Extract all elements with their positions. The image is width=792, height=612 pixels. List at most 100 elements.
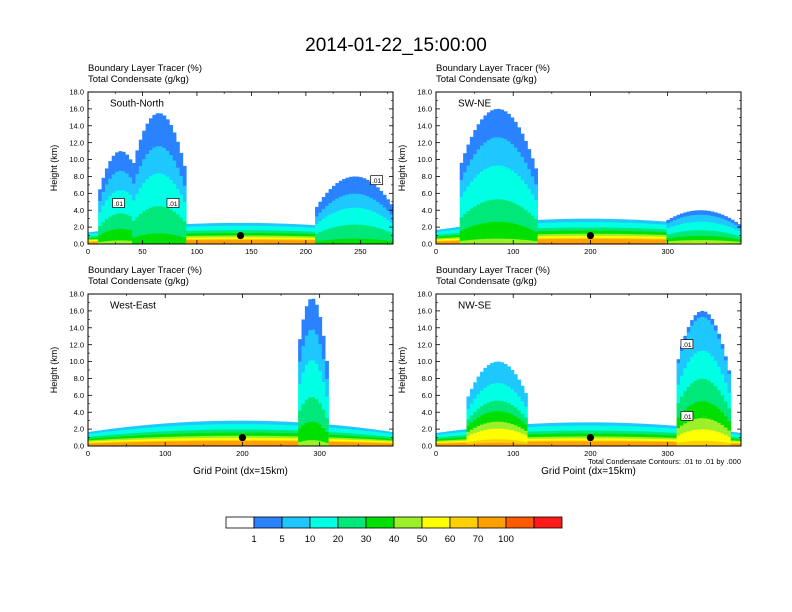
tracer-cell <box>311 240 316 242</box>
tracer-cell <box>612 236 616 239</box>
tracer-cell <box>145 138 150 144</box>
tracer-cell <box>101 219 106 223</box>
tracer-cell <box>537 235 542 238</box>
tracer-cell <box>727 229 732 232</box>
tracer-cell <box>676 228 681 230</box>
tracer-cell <box>568 232 572 234</box>
tracer-cell <box>703 228 708 231</box>
tracer-cell <box>138 200 143 206</box>
tracer-cell <box>602 241 606 244</box>
tracer-cell <box>571 234 576 236</box>
tracer-cell <box>287 238 292 240</box>
tracer-cell <box>271 225 275 227</box>
tracer-cell <box>625 236 630 239</box>
tracer-cell <box>342 241 346 244</box>
y-tick-label: 14.0 <box>417 121 432 130</box>
tracer-cell <box>486 150 491 157</box>
tracer-cell <box>149 427 153 429</box>
tracer-cell <box>338 236 343 240</box>
tracer-cell <box>125 191 129 196</box>
tracer-cell <box>551 231 555 233</box>
tracer-cell <box>125 442 129 444</box>
tracer-cell <box>713 222 718 225</box>
tracer-cell <box>301 224 306 226</box>
tracer-cell <box>298 227 302 229</box>
tracer-cell <box>737 230 741 232</box>
tracer-cell <box>247 242 251 244</box>
tracer-cell <box>91 435 96 437</box>
tracer-cell <box>530 236 535 241</box>
tracer-cell <box>335 183 340 186</box>
tracer-cell <box>507 162 511 169</box>
tracer-cell <box>189 237 194 239</box>
tracer-cell <box>155 140 160 147</box>
tracer-cell <box>446 235 450 237</box>
tracer-cell <box>459 166 464 170</box>
tracer-cell <box>223 239 228 241</box>
tracer-cell <box>118 442 123 445</box>
tracer-cell <box>517 195 522 201</box>
tracer-cell <box>121 440 126 442</box>
tracer-cell <box>497 227 501 234</box>
tracer-cell <box>281 238 285 240</box>
tracer-cell <box>210 232 214 234</box>
tracer-cell <box>277 234 282 236</box>
tracer-cell <box>510 201 515 208</box>
tracer-cell <box>332 229 336 233</box>
tracer-cell <box>588 230 593 232</box>
tracer-cell <box>152 432 157 434</box>
tracer-cell <box>652 239 657 241</box>
tracer-cell <box>142 239 146 244</box>
tracer-cell <box>250 225 255 227</box>
tracer-cell <box>138 230 143 236</box>
tracer-cell <box>615 234 620 236</box>
tracer-cell <box>318 221 323 224</box>
tracer-cell <box>274 236 279 238</box>
tracer-cell <box>602 224 606 226</box>
tracer-cell <box>348 199 353 203</box>
tracer-cell <box>237 242 241 244</box>
tracer-cell <box>118 236 123 241</box>
tracer-cell <box>710 234 715 237</box>
tracer-cell <box>152 157 157 164</box>
tracer-cell <box>355 215 360 220</box>
tracer-cell <box>513 172 518 179</box>
tracer-cell <box>104 212 109 216</box>
tracer-cell <box>449 233 454 235</box>
tracer-cell <box>581 240 586 243</box>
tracer-cell <box>379 224 384 227</box>
tracer-cell <box>524 140 528 146</box>
tracer-cell <box>108 430 113 432</box>
tracer-cell <box>673 216 677 218</box>
tracer-cell <box>530 183 535 188</box>
tracer-cell <box>132 176 136 181</box>
tracer-cell <box>449 237 454 239</box>
x-tick-label: 0 <box>86 247 90 256</box>
tracer-cell <box>98 433 102 435</box>
tracer-cell <box>101 216 106 220</box>
tracer-cell <box>315 223 319 226</box>
tracer-cell <box>308 231 312 233</box>
tracer-cell <box>210 239 214 241</box>
tracer-cell <box>571 241 576 244</box>
tracer-cell <box>571 233 576 235</box>
tracer-cell <box>169 179 174 185</box>
tracer-cell <box>98 221 102 224</box>
tracer-cell <box>359 199 363 203</box>
tracer-cell <box>128 433 133 435</box>
tracer-cell <box>659 225 664 227</box>
tracer-cell <box>541 234 545 237</box>
tracer-cell <box>578 236 583 238</box>
tracer-cell <box>264 227 268 229</box>
tracer-cell <box>247 227 251 229</box>
tracer-cell <box>730 238 735 241</box>
tracer-cell <box>530 215 535 220</box>
tracer-cell <box>159 140 163 147</box>
tracer-cell <box>342 219 346 223</box>
tracer-cell <box>376 234 380 238</box>
tracer-cell <box>301 226 306 228</box>
tracer-cell <box>264 230 268 233</box>
tracer-cell <box>142 430 146 432</box>
tracer-cell <box>382 198 387 202</box>
tracer-cell <box>348 196 353 200</box>
